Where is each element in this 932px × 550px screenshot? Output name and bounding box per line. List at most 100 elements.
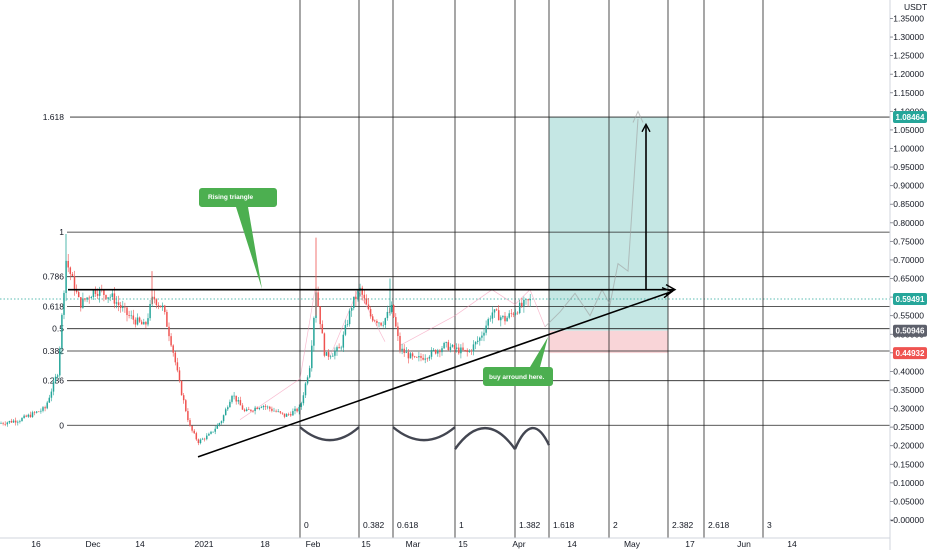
candle-body xyxy=(460,347,462,354)
candle-body xyxy=(134,319,137,325)
candle-body xyxy=(437,350,439,354)
candle-body xyxy=(449,346,452,350)
candle-body xyxy=(149,303,151,319)
price-tick-label: 0.55000 xyxy=(893,311,924,321)
candle-body xyxy=(69,267,72,274)
price-badge-label: 1.08464 xyxy=(896,113,925,122)
candle-body xyxy=(166,311,168,327)
price-tick-label: 0.15000 xyxy=(893,459,924,469)
cycle-arc xyxy=(454,426,516,450)
candle-body xyxy=(344,325,347,335)
candle-body xyxy=(269,406,271,409)
candle-body xyxy=(266,406,269,408)
candle-body xyxy=(510,313,513,314)
candle-body xyxy=(35,411,38,413)
candle-body xyxy=(376,320,378,323)
candle-body xyxy=(443,342,445,349)
candle-body xyxy=(502,315,504,318)
candle-body xyxy=(504,315,506,322)
candle-body xyxy=(227,407,229,410)
candle-body xyxy=(33,412,36,413)
candle-body xyxy=(155,299,158,305)
candle-body xyxy=(27,414,30,417)
candle-body xyxy=(350,308,353,311)
candle-body xyxy=(12,420,15,423)
candle-body xyxy=(178,370,181,381)
target-arrowhead xyxy=(641,122,651,133)
candle-body xyxy=(413,356,416,358)
candle-body xyxy=(157,304,160,306)
candle-body xyxy=(21,418,23,422)
candle-body xyxy=(495,309,498,311)
candle-body xyxy=(67,260,69,268)
price-tick-label: 1.25000 xyxy=(893,51,924,61)
candle-body xyxy=(306,377,309,384)
candle-body xyxy=(31,412,34,418)
candle-body xyxy=(218,423,221,426)
candle-body xyxy=(319,306,321,325)
candle-body xyxy=(174,352,177,363)
price-badge xyxy=(893,111,927,124)
candle-body xyxy=(262,406,265,408)
candle-body xyxy=(493,309,496,313)
candle-body xyxy=(176,362,179,371)
candle-body xyxy=(63,292,65,315)
candle-body xyxy=(126,307,128,316)
candle-body xyxy=(388,311,391,313)
candle-body xyxy=(527,299,529,301)
candle-body xyxy=(466,350,468,352)
price-tick-label: 0.70000 xyxy=(893,255,924,265)
candle-body xyxy=(84,298,86,300)
price-badges: 1.08464 0.59491 0.50946 0.44932 xyxy=(893,111,927,360)
price-tick-label: 1.15000 xyxy=(893,88,924,98)
time-fib-label: 1.382 xyxy=(519,520,541,530)
candle-body xyxy=(365,298,368,305)
candle-body xyxy=(6,422,9,425)
candle-body xyxy=(77,292,80,298)
candle-body xyxy=(222,415,225,422)
candle-body xyxy=(304,383,307,396)
candle-body xyxy=(201,438,204,440)
candle-body xyxy=(285,414,288,417)
candle-body xyxy=(451,344,454,347)
candle-body xyxy=(470,350,473,352)
candle-body xyxy=(430,350,433,357)
candle-body xyxy=(281,412,284,414)
time-tick-label: Dec xyxy=(85,539,101,549)
time-fib-label: 2 xyxy=(613,520,618,530)
candle-body xyxy=(434,349,437,354)
candle-body xyxy=(447,342,450,350)
candle-body xyxy=(8,420,11,423)
price-tick-label: 0.95000 xyxy=(893,162,924,172)
candle-body xyxy=(94,289,97,294)
candle-body xyxy=(422,357,424,360)
candle-body xyxy=(458,347,460,354)
candle-body xyxy=(474,341,477,345)
candle-body xyxy=(86,297,88,300)
time-tick-label: Feb xyxy=(306,539,321,549)
candle-body xyxy=(521,302,523,307)
candle-body xyxy=(369,309,372,317)
candle-body xyxy=(54,376,57,382)
price-tick-label: 1.05000 xyxy=(893,125,924,135)
loss-zone xyxy=(549,330,668,354)
candle-body xyxy=(384,318,387,325)
candle-body xyxy=(147,318,149,325)
price-tick-label: 1.20000 xyxy=(893,69,924,79)
candle-body xyxy=(271,408,273,411)
candle-body xyxy=(10,420,13,423)
price-tick-label: 0.80000 xyxy=(893,218,924,228)
candle-body xyxy=(224,409,227,416)
candle-body xyxy=(392,304,395,318)
time-tick-label: 14 xyxy=(135,539,145,549)
candle-body xyxy=(105,294,107,299)
candle-body xyxy=(172,345,174,353)
time-axis[interactable]: 16 Dec 14 2021 18 Feb 15 Mar 15 Apr 14 May 17 Jun 14 xyxy=(0,537,890,549)
candle-body xyxy=(231,396,233,402)
candle-body xyxy=(52,381,55,392)
candle-body xyxy=(290,414,292,416)
candle-body xyxy=(42,407,44,411)
candle-body xyxy=(107,297,109,299)
